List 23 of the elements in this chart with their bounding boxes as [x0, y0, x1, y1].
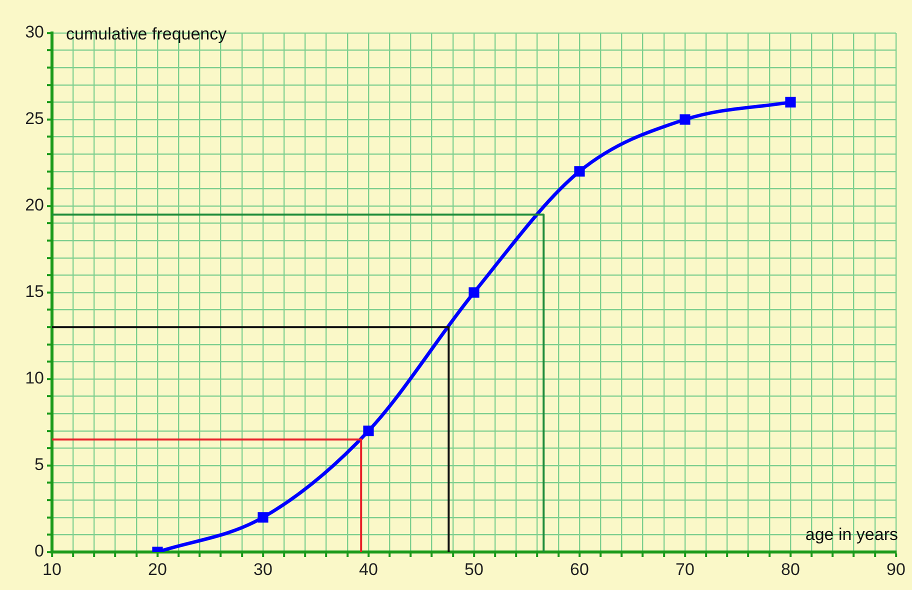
point	[468, 287, 480, 298]
point	[258, 512, 268, 523]
y-tick-label: 20	[25, 196, 44, 215]
point	[574, 166, 585, 177]
x-axis-title: age in years	[805, 525, 898, 544]
x-tick-label: 20	[148, 560, 167, 579]
y-tick-label: 5	[34, 455, 44, 474]
y-tick-label: 10	[25, 368, 44, 388]
x-tick-label: 90	[886, 560, 906, 579]
y-tick-label: 25	[25, 109, 44, 128]
x-tick-label: 60	[570, 560, 589, 579]
y-tick-label: 0	[34, 542, 44, 561]
x-tick-label: 40	[359, 560, 378, 579]
y-axis-title: cumulative frequency	[66, 24, 228, 44]
point	[785, 96, 796, 108]
x-tick-label: 80	[781, 560, 800, 579]
x-tick-label: 50	[464, 560, 484, 579]
y-tick-label: 15	[25, 282, 44, 302]
point	[680, 114, 690, 125]
x-tick-label: 70	[676, 560, 694, 579]
point	[363, 426, 374, 436]
x-tick-label: 30	[254, 560, 272, 579]
y-tick-label: 30	[25, 22, 44, 42]
